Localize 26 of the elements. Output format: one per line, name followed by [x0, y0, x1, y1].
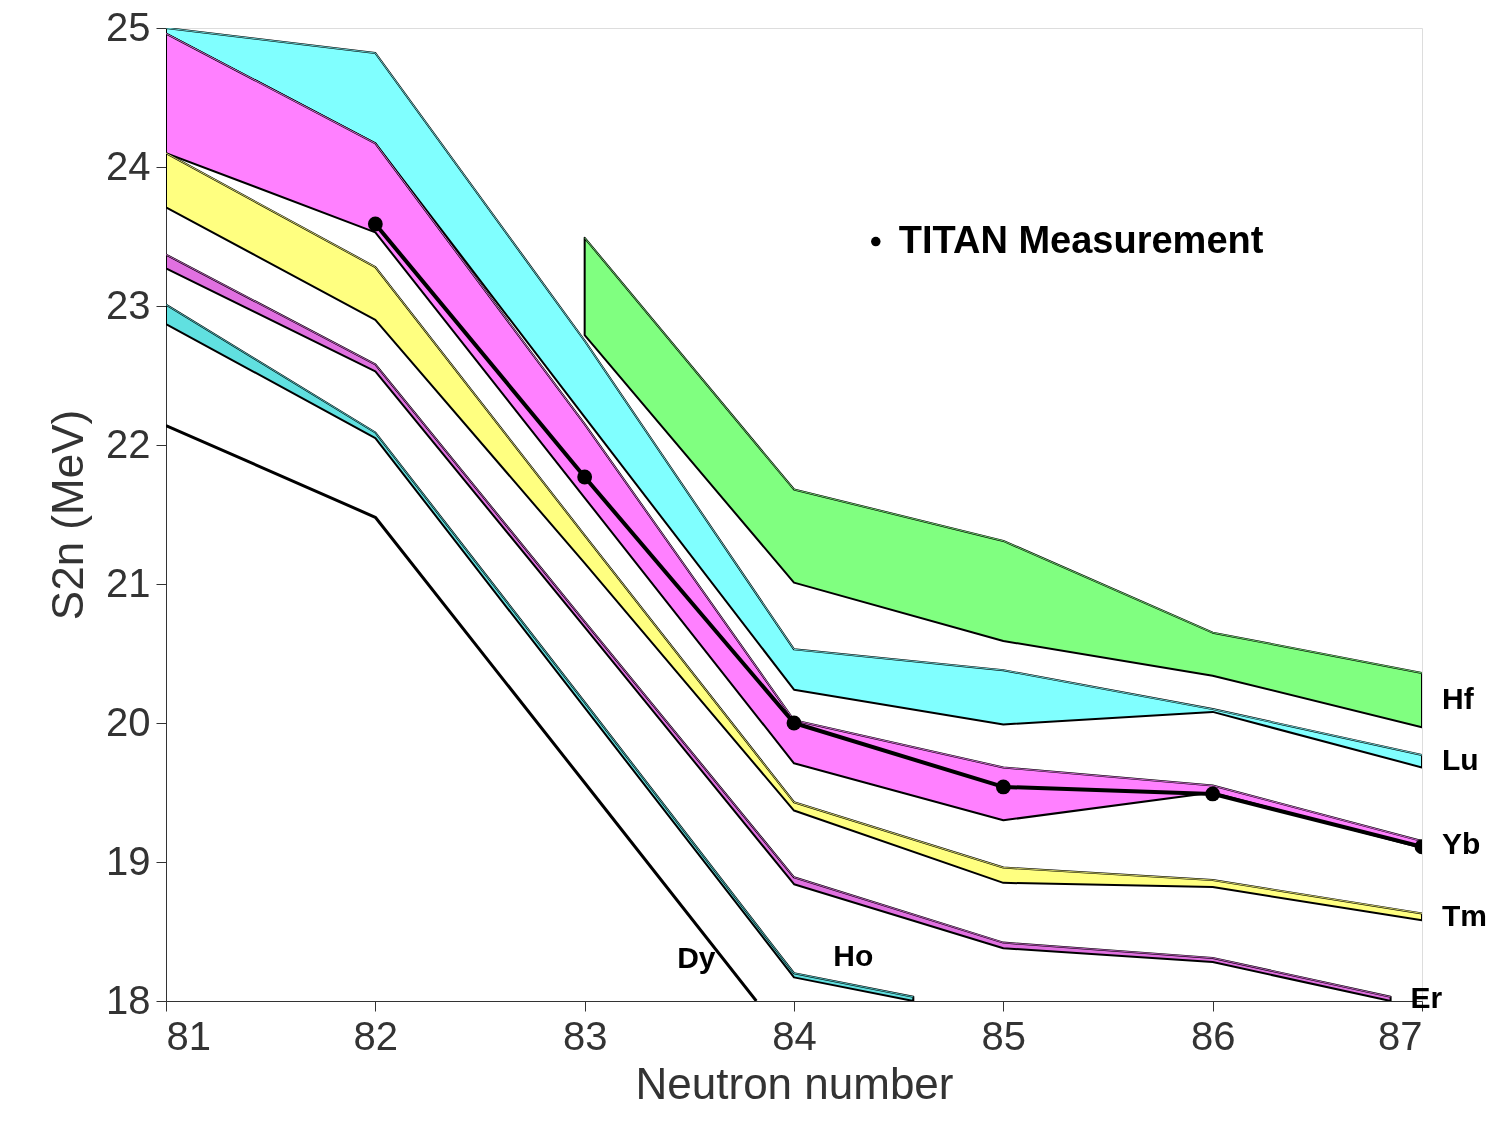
series-label: Ho	[833, 938, 874, 972]
series-label: Lu	[1442, 743, 1479, 777]
y-tick-label: 21	[106, 560, 151, 605]
series-label: Tm	[1442, 898, 1487, 932]
series-label: Hf	[1442, 682, 1475, 716]
y-tick-label: 23	[106, 282, 151, 327]
x-tick-label: 85	[981, 1013, 1027, 1058]
line-series	[166, 424, 758, 1001]
y-tick-label: 24	[106, 143, 151, 188]
series-label: Dy	[677, 941, 716, 974]
y-tick-label: 22	[106, 421, 151, 466]
y-axis-title: S2n (MeV)	[43, 409, 93, 621]
x-tick-label: 87	[1378, 1013, 1423, 1058]
y-tick-label: 25	[106, 4, 151, 49]
x-tick-label: 81	[166, 1013, 211, 1058]
y-tick-label: 20	[106, 699, 151, 744]
y-tick-label: 18	[106, 977, 151, 1022]
x-tick-label: 84	[772, 1013, 817, 1058]
x-tick-label: 86	[1190, 1013, 1236, 1058]
legend-label: TITAN Measurement	[898, 218, 1264, 261]
series-label: Yb	[1442, 826, 1481, 860]
series-label: Er	[1410, 980, 1443, 1014]
x-tick-label: 82	[353, 1013, 399, 1058]
x-axis-title: Neutron number	[635, 1058, 954, 1108]
x-tick-label: 83	[562, 1013, 608, 1058]
y-tick-label: 19	[106, 838, 151, 883]
